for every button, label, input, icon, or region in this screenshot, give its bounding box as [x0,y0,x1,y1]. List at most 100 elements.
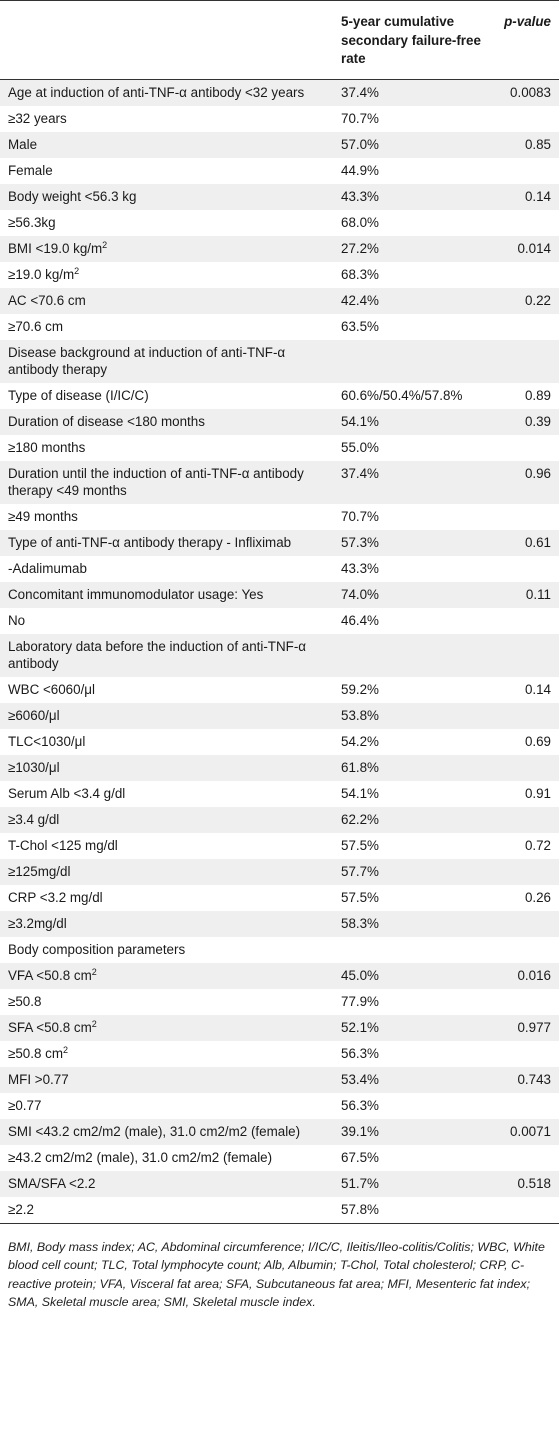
row-factor: Type of anti-TNF-α antibody therapy - In… [0,530,333,556]
row-factor-text: SMI <43.2 cm2/m2 (male), 31.0 cm2/m2 (fe… [8,1123,301,1139]
row-p-value [493,1093,559,1119]
table-row: WBC <6060/μl 59.2% 0.14 [0,676,559,703]
row-factor: ≥2.2 [0,1197,333,1223]
table-row: No 46.4% [0,607,559,634]
row-factor-text: Disease background at induction of anti-… [8,344,286,377]
row-factor: Type of disease (I/IC/C) [0,383,333,409]
row-factor: AC <70.6 cm [0,288,333,314]
row-factor-text: ≥3.4 g/dl [8,811,60,827]
row-factor: T-Chol <125 mg/dl [0,833,333,859]
row-factor: TLC<1030/μl [0,729,333,755]
row-factor-text: Age at induction of anti-TNF-α antibody … [8,84,305,100]
row-factor: Male [0,132,333,158]
table-row: ≥43.2 cm2/m2 (male), 31.0 cm2/m2 (female… [0,1144,559,1171]
row-rate: 43.3% [341,188,379,204]
row-p-value [493,1197,559,1223]
row-factor-text: ≥2.2 [8,1201,34,1217]
row-factor: ≥32 years [0,106,333,132]
row-factor: ≥43.2 cm2/m2 (male), 31.0 cm2/m2 (female… [0,1145,333,1171]
row-rate: 68.3% [341,266,379,282]
row-p-value: 0.26 [524,889,551,905]
row-p-value [493,634,559,677]
row-factor-text: AC <70.6 cm [8,292,86,308]
row-rate: 37.4% [341,84,379,100]
row-factor: ≥6060/μl [0,703,333,729]
row-factor-text: ≥125mg/dl [8,863,71,879]
row-factor-text: -Adalimumab [8,560,87,576]
row-rate: 43.3% [341,560,379,576]
table-row: MFI >0.77 53.4% 0.743 [0,1066,559,1093]
row-factor: Duration until the induction of anti-TNF… [0,461,333,504]
row-factor: Serum Alb <3.4 g/dl [0,781,333,807]
row-rate: 67.5% [341,1149,379,1165]
row-p-value: 0.0083 [510,84,551,100]
row-factor: SMA/SFA <2.2 [0,1171,333,1197]
table-row: T-Chol <125 mg/dl 57.5% 0.72 [0,832,559,859]
row-factor-superscript: 2 [62,1044,68,1055]
row-factor-text: ≥50.8 [8,993,42,1009]
row-factor-superscript: 2 [74,265,80,276]
table-row: SMA/SFA <2.2 51.7% 0.518 [0,1170,559,1197]
row-rate: 59.2% [341,681,379,697]
table-row: Type of disease (I/IC/C) 60.6%/50.4%/57.8… [0,382,559,409]
row-rate [333,340,493,383]
row-factor-text: Body weight <56.3 kg [8,188,137,204]
table-row: Male 57.0% 0.85 [0,131,559,158]
row-factor: ≥3.2mg/dl [0,911,333,937]
row-factor: SFA <50.8 cm2 [0,1015,333,1041]
row-factor: -Adalimumab [0,556,333,582]
row-p-value [493,608,559,634]
table-row: Body composition parameters [0,936,559,963]
row-factor: ≥3.4 g/dl [0,807,333,833]
row-factor: ≥49 months [0,504,333,530]
row-factor-text: Concomitant immunomodulator usage: Yes [8,586,264,602]
row-factor-text: Female [8,162,53,178]
table-row: ≥32 years 70.7% [0,105,559,132]
row-factor-text: Male [8,136,38,152]
row-rate: 54.1% [341,413,379,429]
table-row: ≥180 months 55.0% [0,434,559,461]
row-factor: ≥50.8 [0,989,333,1015]
row-factor: ≥56.3kg [0,210,333,236]
row-factor-superscript: 2 [91,1018,97,1029]
table-row: Body weight <56.3 kg 43.3% 0.14 [0,183,559,210]
row-factor: SMI <43.2 cm2/m2 (male), 31.0 cm2/m2 (fe… [0,1119,333,1145]
row-factor-text: ≥19.0 kg/m [8,266,75,282]
row-p-value: 0.22 [524,292,551,308]
row-factor: WBC <6060/μl [0,677,333,703]
table-row: Female 44.9% [0,157,559,184]
results-table: 5-year cumulative secondary failure-free… [0,0,559,1223]
row-rate: 57.3% [341,534,379,550]
row-rate: 70.7% [341,110,379,126]
row-rate: 46.4% [341,612,379,628]
table-body: Age at induction of anti-TNF-α antibody … [0,79,559,1223]
row-factor-text: VFA <50.8 cm [8,967,92,983]
row-p-value [493,556,559,582]
row-rate: 74.0% [341,586,379,602]
row-p-value [493,1145,559,1171]
row-factor: ≥50.8 cm2 [0,1041,333,1067]
table-row: ≥50.8 cm2 56.3% [0,1040,559,1067]
row-rate: 57.5% [341,889,379,905]
row-p-value: 0.0071 [510,1123,551,1139]
row-p-value: 0.61 [524,534,551,550]
table-row: Age at induction of anti-TNF-α antibody … [0,79,559,106]
table-row: ≥19.0 kg/m2 68.3% [0,261,559,288]
row-factor: CRP <3.2 mg/dl [0,885,333,911]
row-factor-text: ≥70.6 cm [8,318,63,334]
table-row: AC <70.6 cm 42.4% 0.22 [0,287,559,314]
table-row: Laboratory data before the induction of … [0,633,559,677]
row-p-value: 0.69 [524,733,551,749]
table-row: BMI <19.0 kg/m2 27.2% 0.014 [0,235,559,262]
row-factor-superscript: 2 [102,239,108,250]
row-p-value [493,314,559,340]
row-factor-text: Type of disease (I/IC/C) [8,387,149,403]
row-rate: 51.7% [341,1175,379,1191]
row-rate: 53.8% [341,707,379,723]
header-factor [0,0,333,80]
row-factor: Female [0,158,333,184]
row-factor-text: ≥32 years [8,110,67,126]
row-factor-text: ≥50.8 cm [8,1045,63,1061]
row-factor-text: ≥1030/μl [8,759,60,775]
row-p-value: 0.85 [524,136,551,152]
